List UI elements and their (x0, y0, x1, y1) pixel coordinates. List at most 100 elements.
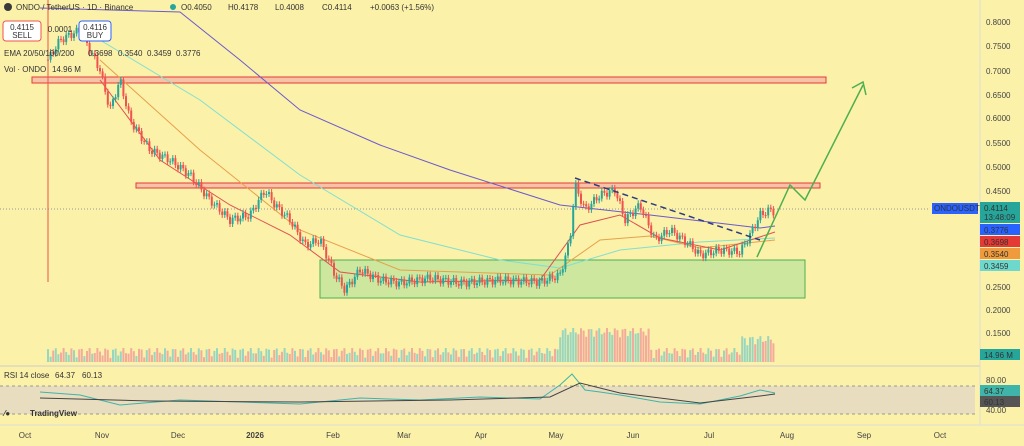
candle (624, 213, 627, 224)
volume-bar (390, 355, 393, 362)
candle (153, 148, 156, 154)
volume-bar (447, 352, 450, 362)
volume-bar (590, 329, 593, 362)
volume-bar (265, 348, 268, 362)
volume-bar (522, 349, 525, 362)
rsi-value: 64.37 (55, 371, 76, 380)
volume-bar (104, 348, 107, 362)
candle (741, 244, 744, 255)
ohlc-close: C0.4114 (322, 3, 352, 12)
price-badge: 0.4114 (984, 204, 1008, 213)
candle (619, 198, 621, 202)
volume-bar (426, 348, 429, 362)
volume-bar (203, 357, 205, 362)
candle (715, 247, 718, 254)
volume-bar (229, 355, 231, 362)
candle (291, 221, 294, 227)
symbol: ONDO / TetherUS · 1D · Binance (16, 3, 134, 12)
candle (109, 104, 112, 106)
candle (377, 274, 380, 283)
volume-bar (444, 348, 447, 362)
volume-bar (359, 348, 361, 362)
volume-bar (86, 351, 88, 362)
volume-bar (210, 356, 213, 362)
volume-bar (629, 331, 632, 362)
volume-bar (413, 352, 416, 362)
candle (754, 226, 757, 229)
volume-bar (117, 355, 120, 362)
volume-bar (746, 345, 749, 362)
ema100-line (99, 39, 776, 269)
volume-bar (268, 349, 270, 362)
volume-bar (743, 338, 746, 362)
volume-bar (125, 353, 127, 362)
candle (387, 282, 390, 285)
volume-bar (431, 357, 434, 362)
candle (593, 197, 595, 204)
volume-bar (535, 351, 538, 362)
volume-bar (704, 354, 707, 362)
volume-bar (574, 332, 577, 362)
candle (343, 285, 346, 293)
volume-bar (294, 350, 296, 362)
volume-bar (658, 348, 660, 362)
volume-bar (366, 349, 369, 362)
price-tick-label: 0.7000 (986, 67, 1011, 76)
candle (577, 183, 580, 194)
volume-bar (400, 349, 403, 362)
ema-value: 0.3540 (118, 49, 143, 58)
volume-bar (717, 349, 720, 362)
volume-bar (468, 350, 471, 362)
volume-bar (299, 349, 302, 362)
volume-bar (351, 348, 354, 362)
candle (200, 182, 203, 190)
volume-bar (684, 349, 686, 362)
volume-bar (138, 348, 140, 362)
volume-bar (171, 349, 174, 362)
candle (226, 211, 229, 217)
candle (717, 247, 720, 251)
candle (114, 97, 117, 100)
volume-bar (673, 348, 676, 362)
volume-bar (364, 357, 367, 362)
volume-badge: 14.96 M (984, 351, 1013, 360)
volume-bar (507, 353, 510, 362)
volume-bar (728, 354, 731, 362)
volume-bar (99, 351, 101, 362)
volume-bar (749, 337, 751, 362)
projection-arrow (756, 84, 864, 258)
candle (327, 258, 330, 260)
candle (473, 278, 476, 286)
volume-bar (595, 330, 598, 362)
symbol-badge-bg (932, 203, 978, 214)
ema-value: 0.3459 (147, 49, 172, 58)
volume-bar (325, 348, 328, 362)
ema20-badge-bg (980, 236, 1020, 247)
candle (650, 225, 653, 235)
volume-bar (190, 348, 192, 362)
candle (239, 218, 242, 222)
candle (218, 203, 221, 212)
volume-bar (47, 349, 49, 362)
volume-bar (600, 334, 603, 362)
resistance-zone (135, 182, 821, 189)
candle (171, 158, 174, 162)
candle (411, 277, 413, 282)
candle (320, 239, 322, 244)
volume-bar (158, 352, 161, 362)
candle (730, 251, 733, 255)
volume-bar (403, 348, 406, 362)
candle (286, 213, 289, 215)
volume-bar (169, 356, 172, 362)
candle (551, 274, 554, 279)
candle (574, 183, 577, 207)
candle (203, 189, 205, 197)
volume-bar (127, 353, 130, 362)
trend-line (574, 177, 761, 241)
volume-bar (460, 349, 463, 362)
volume-bar (424, 356, 426, 362)
volume-bar (520, 348, 523, 362)
volume-bar (156, 348, 159, 362)
